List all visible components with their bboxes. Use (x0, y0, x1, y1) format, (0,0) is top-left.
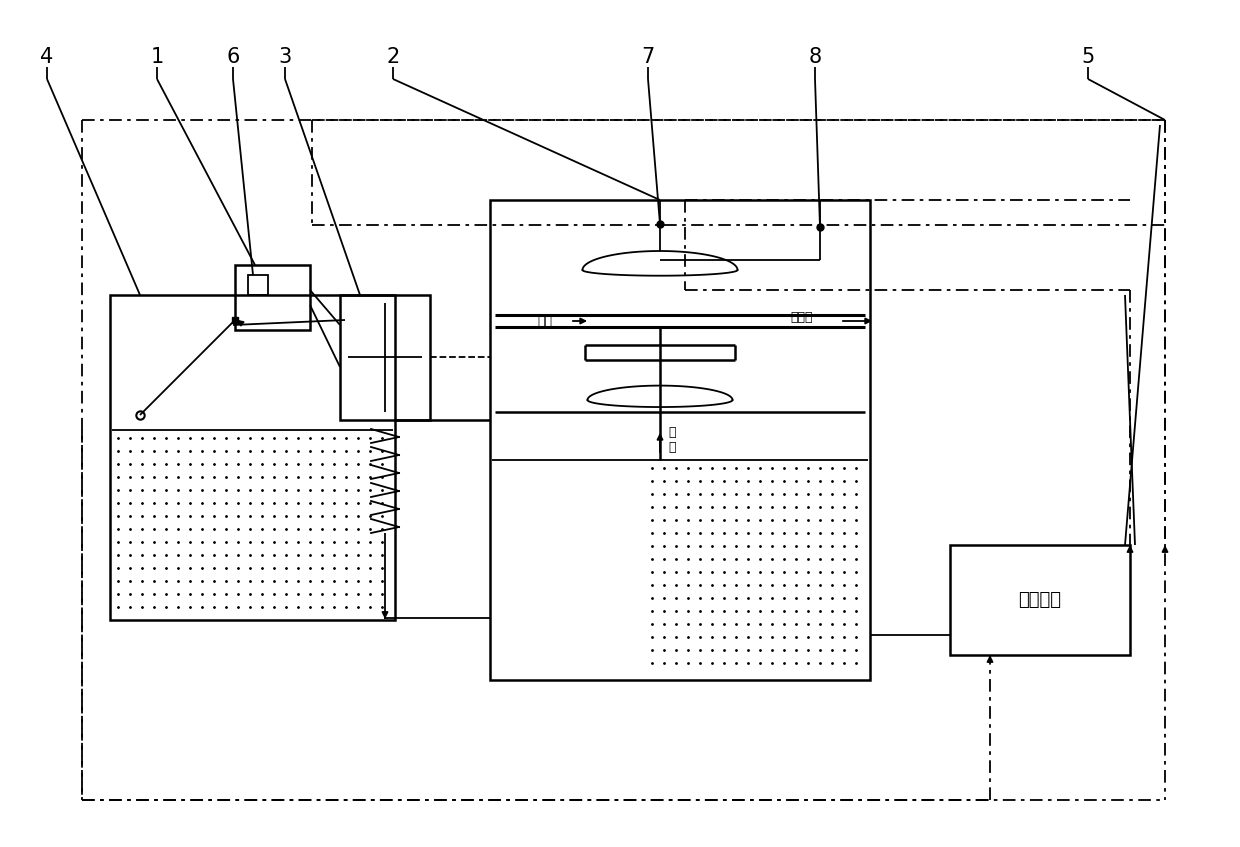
Bar (950, 545, 1130, 655)
Bar (110, 295, 396, 620)
Text: 控制装置: 控制装置 (1018, 591, 1061, 609)
Text: 3: 3 (278, 47, 291, 67)
Text: 空气: 空气 (537, 314, 553, 328)
Text: 8: 8 (808, 47, 822, 67)
Bar (340, 295, 430, 420)
Text: 1: 1 (150, 47, 164, 67)
Text: 混合气: 混合气 (790, 311, 812, 324)
Text: 4: 4 (41, 47, 53, 67)
Text: 7: 7 (641, 47, 655, 67)
Text: 油
品: 油 品 (668, 426, 676, 454)
Text: 6: 6 (227, 47, 239, 67)
Text: 5: 5 (1081, 47, 1095, 67)
Bar (490, 200, 870, 680)
Text: 2: 2 (387, 47, 399, 67)
Bar (248, 275, 268, 295)
Bar (236, 265, 310, 330)
